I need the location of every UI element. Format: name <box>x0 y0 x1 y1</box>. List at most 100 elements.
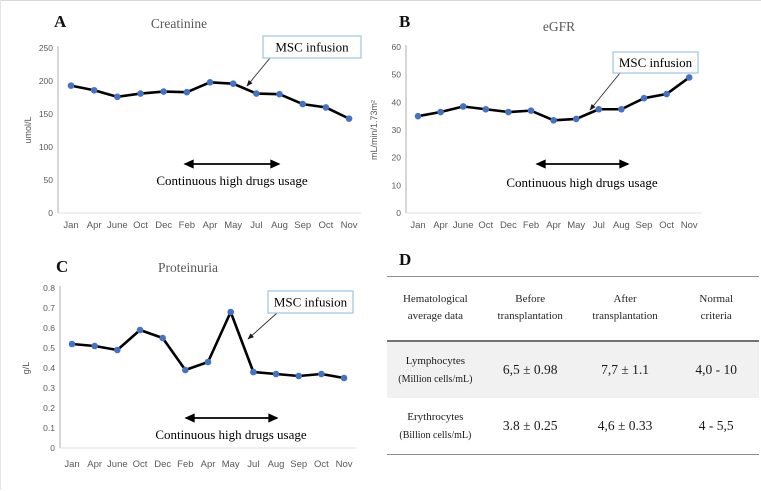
panel-c-proteinuria-chart: C Proteinuria 0 0.1 0.2 0.3 0.4 0.5 0.6 0.7 0.8 g/L… <box>21 257 357 470</box>
y-axis-tick: 30 <box>392 125 402 135</box>
y-axis-tick: 0.5 <box>43 343 55 353</box>
drug-usage-caption: Continuous high drugs usage <box>155 427 307 442</box>
msc-infusion-label: MSC infusion <box>274 295 348 310</box>
data-point <box>67 82 75 89</box>
analyte-name: Erythrocytes <box>407 410 464 423</box>
panel-label: B <box>399 12 410 31</box>
panel-d-table-section: D Hematological average data Before tran… <box>382 246 761 491</box>
data-point <box>137 90 144 97</box>
y-axis-title: g/L <box>21 362 31 375</box>
x-axis-label: Apr <box>433 220 448 231</box>
series-line <box>71 310 345 380</box>
data-point <box>272 370 280 378</box>
chart-title: Proteinuria <box>158 260 218 275</box>
panel-label: C <box>56 257 68 276</box>
y-axis-title: mL/min/1.73m² <box>369 100 379 160</box>
x-axis-label: Sep <box>636 220 653 231</box>
x-axis-label: Dec <box>155 220 172 231</box>
panel-d-label: D <box>399 250 412 269</box>
x-axis-label: Apr <box>201 459 216 470</box>
y-axis-tick: 100 <box>39 142 53 152</box>
y-axis-tick: 40 <box>392 97 402 107</box>
y-axis-tick: 0.2 <box>43 403 55 413</box>
x-axis-label: Oct <box>478 220 493 231</box>
panel-label: A <box>54 12 67 31</box>
after-value: 7,7 ± 1.1 <box>601 361 650 377</box>
data-point <box>229 80 237 87</box>
x-axis-label: Nov <box>341 220 358 231</box>
data-point <box>685 74 693 81</box>
analyte-unit: (Billion cells/mL) <box>399 429 472 441</box>
data-point <box>183 88 191 96</box>
before-value: 6,5 ± 0.98 <box>502 361 558 377</box>
x-axis-label: Jul <box>247 459 259 470</box>
msc-infusion-box <box>267 290 354 314</box>
x-axis-label: June <box>107 220 128 231</box>
x-axis-label: Jul <box>250 220 262 231</box>
y-axis-tick: 0 <box>50 443 55 453</box>
data-point <box>640 94 648 102</box>
before-value: 3.8 ± 0.25 <box>502 417 558 433</box>
data-point <box>276 90 283 98</box>
data-point <box>206 79 214 86</box>
y-axis-title: umol/L <box>23 116 33 143</box>
data-point <box>114 346 121 354</box>
after-value: 4,6 ± 0.33 <box>597 417 653 433</box>
y-axis-tick: 0.8 <box>43 283 55 293</box>
x-axis-label: Feb <box>179 220 195 231</box>
row-label-cell: Lymphocytes (Million cells/mL) <box>387 341 484 398</box>
header-before: Before transplantation <box>497 293 563 323</box>
y-axis-tick: 0.4 <box>43 363 55 373</box>
data-point <box>572 115 580 123</box>
data-point <box>250 368 257 376</box>
x-axis-label: Apr <box>546 220 561 231</box>
x-axis-label: Oct <box>318 220 333 231</box>
header-after: After transplantation <box>592 293 658 323</box>
series-line <box>70 81 350 120</box>
analyte-name: Lymphocytes <box>405 354 465 367</box>
y-axis-tick: 0.1 <box>43 423 55 433</box>
x-axis-label: Oct <box>314 459 329 470</box>
y-axis-tick: 0.3 <box>43 383 55 393</box>
data-point <box>318 370 325 378</box>
y-axis-tick: 0.6 <box>43 323 55 333</box>
hematology-table: Hematological average data Before transp… <box>387 276 759 455</box>
data-point <box>345 115 353 122</box>
header-normal: Normal criteria <box>699 293 734 323</box>
normal-range: 4,0 - 10 <box>695 361 738 377</box>
y-axis-tick: 0 <box>396 208 401 218</box>
chart-title: Creatinine <box>151 16 207 31</box>
table-header-row: Hematological average data Before transp… <box>387 277 759 341</box>
msc-infusion-label: MSC infusion <box>275 40 349 55</box>
y-axis-tick: 50 <box>392 70 402 80</box>
msc-pointer-arrow <box>589 72 621 111</box>
x-axis-label: Aug <box>613 220 630 231</box>
data-point <box>618 105 625 113</box>
x-axis-label: Apr <box>87 459 102 470</box>
drug-usage-caption: Continuous high drugs usage <box>506 175 658 190</box>
data-point <box>204 358 212 366</box>
x-axis-label: Apr <box>87 220 102 231</box>
x-axis-label: Sep <box>294 220 311 231</box>
x-axis-label: Apr <box>203 220 218 231</box>
x-axis-label: May <box>222 459 240 470</box>
data-point <box>299 100 307 108</box>
data-point <box>414 112 422 120</box>
x-axis-label: Oct <box>659 220 674 231</box>
x-axis-label: Jan <box>410 220 425 231</box>
series-line <box>417 76 690 122</box>
y-axis-tick: 20 <box>392 153 402 163</box>
row-label-cell: Erythrocytes (Billion cells/mL) <box>387 398 484 455</box>
analyte-unit: (Million cells/mL) <box>398 373 473 385</box>
data-point <box>663 90 670 98</box>
y-axis-tick: 250 <box>39 43 53 53</box>
data-point <box>182 366 189 374</box>
msc-infusion-box <box>262 35 362 59</box>
data-point <box>114 93 121 101</box>
data-point <box>160 88 167 95</box>
x-axis-label: Jan <box>63 220 78 231</box>
x-axis-label: Nov <box>681 220 698 231</box>
y-axis-tick: 0.7 <box>43 303 55 313</box>
x-axis-label: Feb <box>523 220 539 231</box>
